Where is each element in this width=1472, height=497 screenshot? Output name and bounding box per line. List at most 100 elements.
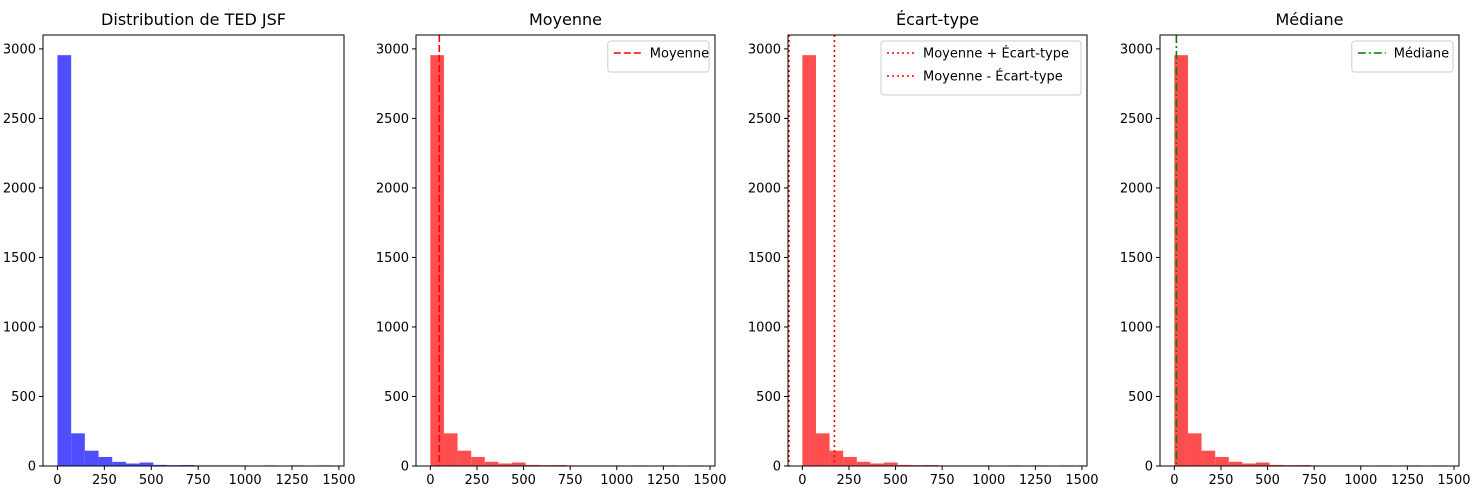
legend-box [1351,40,1454,73]
x-tick-label: 750 [1302,473,1327,488]
histogram-bar [498,463,513,466]
legend-box [880,40,1082,96]
y-tick-label: 2500 [3,112,36,127]
y-tick-label: 500 [11,390,36,405]
histogram-bar [829,450,844,466]
histogram-bar [484,461,499,466]
y-tick-label: 0 [401,460,409,475]
histogram-bar [1228,461,1243,466]
y-tick-label: 1500 [1120,251,1153,266]
x-tick-label: 250 [92,473,117,488]
chart-title: Moyenne [529,10,602,29]
y-tick-label: 3000 [3,42,36,57]
y-tick-label: 1500 [376,251,409,266]
histogram-bar [1187,433,1202,466]
histogram-bar [843,456,857,466]
histogram-bar [512,462,526,466]
y-tick-label: 2500 [748,112,781,127]
x-tick-label: 500 [1255,473,1280,488]
legend-label: Moyenne - Écart-type [923,69,1063,85]
chart-title: Distribution de TED JSF [101,10,286,29]
histogram-bar [1269,464,1284,466]
legend: Moyenne [607,40,710,73]
x-tick-label: 1000 [229,473,262,488]
x-tick-label: 1000 [1344,473,1377,488]
y-tick-label: 1000 [748,320,781,335]
histogram-bar [125,463,140,466]
histogram-bar [815,433,830,466]
x-tick-label: 500 [139,473,164,488]
axes-frame [42,34,345,467]
chart-panel-4: Médiane 0 250 500 750 1000 1250 1500 0 500 1000 150… [1120,10,1471,488]
legend: Médiane [1351,40,1454,73]
x-tick-label: 250 [465,473,490,488]
x-tick-label: 750 [186,473,211,488]
x-tick-label: 1000 [600,473,633,488]
x-tick-label: 750 [930,473,955,488]
histogram-bar [1201,450,1216,466]
histogram-bar [139,462,154,466]
x-tick-label: 0 [1170,473,1178,488]
histogram-bar [1174,55,1188,467]
y-tick-label: 2000 [376,181,409,196]
chart-panel-1: Distribution de TED JSF 0 250 500 750 1000 125… [3,10,356,488]
axes-frame [1159,34,1460,467]
y-tick-label: 3000 [376,42,409,57]
x-tick-label: 1250 [1391,473,1424,488]
histogram-bar [525,464,540,466]
legend-label: Moyenne + Écart-type [923,46,1069,62]
x-tick-label: 500 [511,473,536,488]
histogram-bar [71,433,85,466]
x-tick-label: 1500 [322,473,355,488]
x-tick-label: 1250 [275,473,308,488]
histogram-bar [856,461,871,466]
chart-panel-2: Moyenne 0 250 500 750 1000 1250 1500 0 500 1000 150… [376,10,727,488]
y-tick-label: 2000 [3,181,36,196]
histogram-bar [443,433,458,466]
y-tick-label: 2500 [1120,112,1153,127]
x-tick-label: 0 [798,473,806,488]
y-tick-label: 0 [773,460,781,475]
histogram-bar [84,450,99,466]
y-tick-label: 1000 [1120,320,1153,335]
x-tick-label: 250 [837,473,862,488]
y-tick-label: 2000 [748,181,781,196]
histogram-bar [153,464,168,466]
y-tick-label: 0 [1145,460,1153,475]
y-tick-label: 2000 [1120,181,1153,196]
x-tick-label: 1250 [1019,473,1052,488]
histogram-bar [1242,463,1257,466]
x-tick-label: 500 [883,473,908,488]
x-tick-label: 0 [53,473,61,488]
y-tick-label: 1500 [748,251,781,266]
histogram-bar [884,462,898,466]
legend: Moyenne + Écart-type Moyenne - Écart-type [880,40,1082,96]
y-tick-label: 500 [384,390,409,405]
y-tick-label: 3000 [748,42,781,57]
y-tick-label: 1500 [3,251,36,266]
chart-panel-3: Écart-type 0 250 500 750 1000 1250 1500 0 500 1000… [748,10,1099,488]
y-tick-label: 1000 [3,320,36,335]
chart-title: Médiane [1275,10,1343,29]
x-tick-label: 750 [558,473,583,488]
legend-label: Moyenne [650,47,709,62]
x-tick-label: 1500 [693,473,726,488]
histogram-bar [471,456,485,466]
histogram-bar [870,463,885,466]
axes-frame [787,34,1088,467]
legend-label: Médiane [1394,47,1449,62]
x-tick-label: 1000 [972,473,1005,488]
histogram-bar [430,55,444,467]
x-tick-label: 1500 [1437,473,1470,488]
axes-frame [415,34,716,467]
y-tick-label: 500 [756,390,781,405]
x-tick-label: 1250 [647,473,680,488]
y-tick-label: 3000 [1120,42,1153,57]
y-tick-label: 1000 [376,320,409,335]
histogram-bar [457,450,472,466]
y-tick-label: 0 [28,460,36,475]
histogram-bar [98,456,113,466]
histogram-bar [1256,462,1270,466]
histogram-bar [1215,456,1229,466]
